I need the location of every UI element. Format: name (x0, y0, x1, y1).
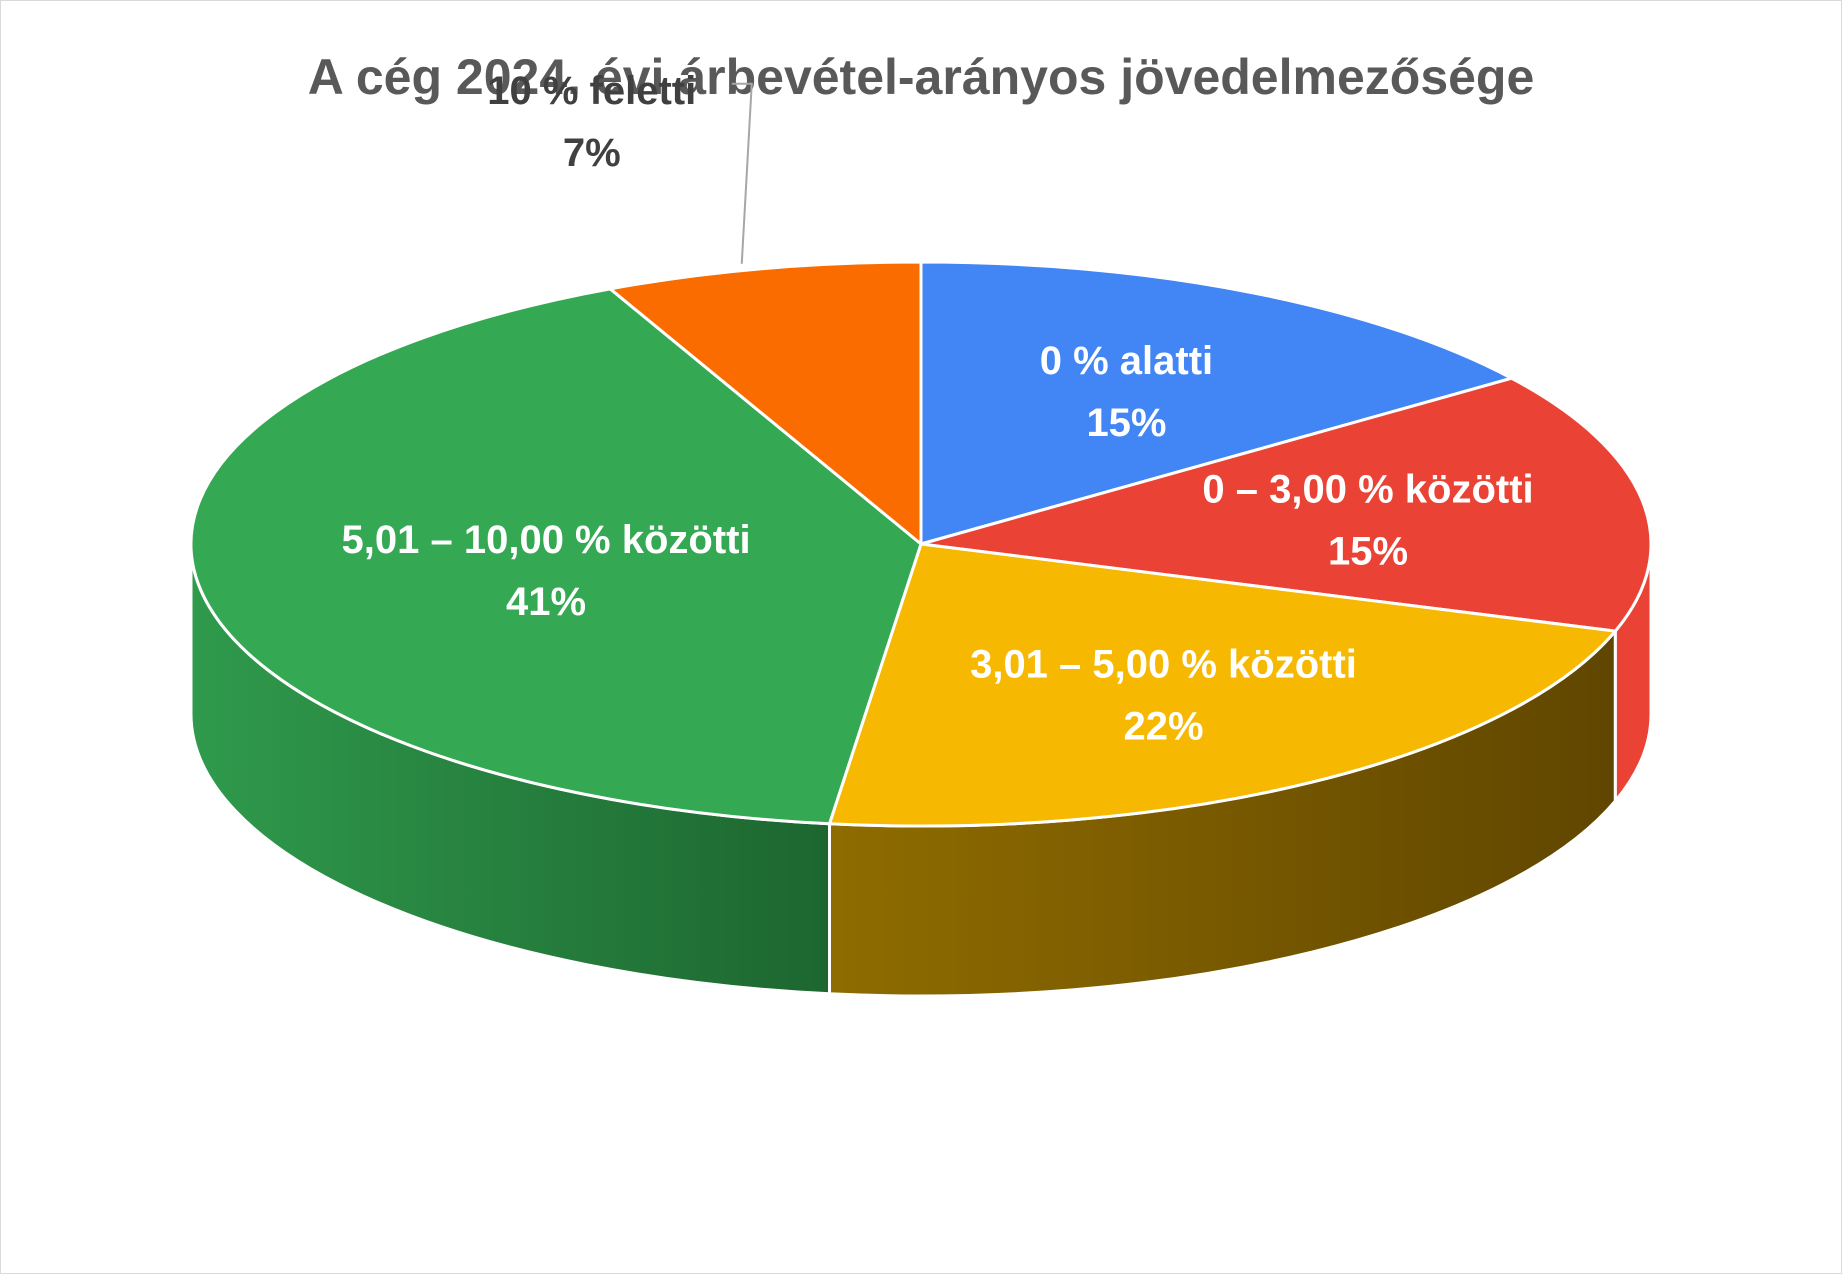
slice-label-10-feletti: 10 % feletti (487, 69, 696, 113)
slice-0-3-00-kozotti (919, 376, 1653, 633)
slice-label-5-01-10-00-kozotti: 5,01 – 10,00 % közötti (342, 518, 751, 562)
slice-3-01-5-00-kozotti (828, 542, 1617, 828)
slice-value-0-alatti: 15% (1086, 401, 1166, 445)
slice-value-3-01-5-00-kozotti: 22% (1123, 705, 1203, 749)
chart-title: A cég 2024. évi árbevétel-arányos jövede… (308, 49, 1535, 105)
leader-line-10-feletti (731, 82, 753, 264)
slice-label-0-3-00-kozotti: 0 – 3,00 % közötti (1202, 468, 1533, 512)
slice-label-0-alatti: 0 % alatti (1040, 339, 1213, 383)
slice-value-10-feletti: 7% (563, 131, 621, 175)
leader-lines (731, 82, 753, 264)
pie-slices (189, 260, 1653, 828)
slice-0-alatti (919, 260, 1514, 546)
slice-5-01-10-00-kozotti (189, 287, 923, 826)
slice-value-5-01-10-00-kozotti: 41% (506, 580, 586, 624)
slice-10-feletti (608, 260, 923, 546)
slice-label-3-01-5-00-kozotti: 3,01 – 5,00 % közötti (970, 643, 1357, 687)
slice-value-0-3-00-kozotti: 15% (1328, 530, 1408, 574)
slice-labels: 0 % alatti 15% 0 – 3,00 % közötti 15% 3,01 –… (342, 69, 1534, 749)
